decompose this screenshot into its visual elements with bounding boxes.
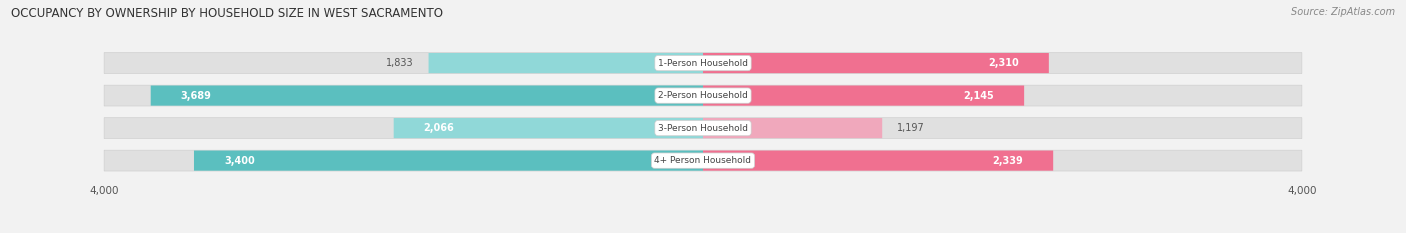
Text: 4+ Person Household: 4+ Person Household bbox=[655, 156, 751, 165]
FancyBboxPatch shape bbox=[394, 118, 703, 138]
Text: 3,400: 3,400 bbox=[224, 156, 254, 166]
FancyBboxPatch shape bbox=[703, 86, 1024, 106]
Text: 1-Person Household: 1-Person Household bbox=[658, 58, 748, 68]
FancyBboxPatch shape bbox=[104, 118, 1302, 138]
FancyBboxPatch shape bbox=[703, 151, 1053, 171]
FancyBboxPatch shape bbox=[194, 151, 703, 171]
FancyBboxPatch shape bbox=[150, 86, 703, 106]
FancyBboxPatch shape bbox=[104, 150, 1302, 171]
Text: 3-Person Household: 3-Person Household bbox=[658, 123, 748, 133]
Text: 2-Person Household: 2-Person Household bbox=[658, 91, 748, 100]
Text: 2,066: 2,066 bbox=[423, 123, 454, 133]
Text: 2,339: 2,339 bbox=[993, 156, 1024, 166]
Text: OCCUPANCY BY OWNERSHIP BY HOUSEHOLD SIZE IN WEST SACRAMENTO: OCCUPANCY BY OWNERSHIP BY HOUSEHOLD SIZE… bbox=[11, 7, 443, 20]
Text: 2,310: 2,310 bbox=[988, 58, 1019, 68]
FancyBboxPatch shape bbox=[429, 53, 703, 73]
FancyBboxPatch shape bbox=[703, 53, 1049, 73]
Text: Source: ZipAtlas.com: Source: ZipAtlas.com bbox=[1291, 7, 1395, 17]
Text: 1,197: 1,197 bbox=[897, 123, 925, 133]
Text: 3,689: 3,689 bbox=[180, 91, 211, 101]
Text: 2,145: 2,145 bbox=[963, 91, 994, 101]
FancyBboxPatch shape bbox=[104, 85, 1302, 106]
FancyBboxPatch shape bbox=[703, 118, 882, 138]
FancyBboxPatch shape bbox=[104, 53, 1302, 73]
Text: 1,833: 1,833 bbox=[387, 58, 413, 68]
